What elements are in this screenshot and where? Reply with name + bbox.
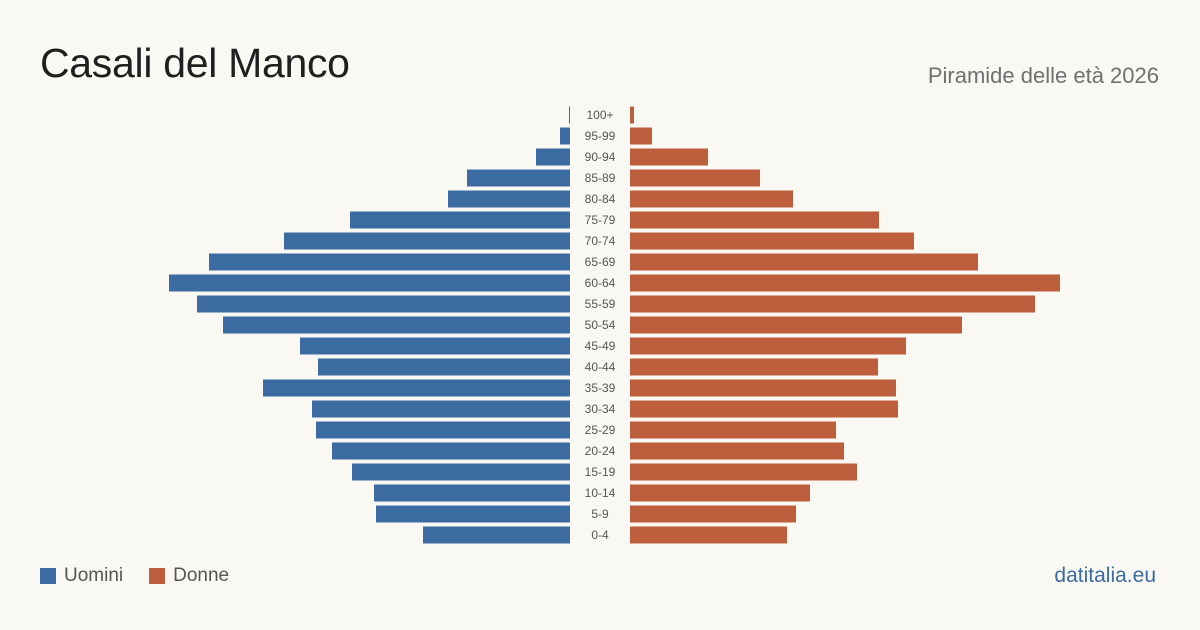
- age-group-label: 70-74: [585, 234, 616, 248]
- bar-women-0-4: [630, 526, 787, 544]
- bar-women-10-14: [630, 484, 810, 502]
- bar-men-85-89: [467, 169, 570, 187]
- bar-men-25-29: [316, 421, 570, 439]
- age-group-label: 95-99: [585, 129, 616, 143]
- age-group-label: 65-69: [585, 255, 616, 269]
- chart-legend: Uomini Donne: [40, 565, 255, 587]
- bar-men-80-84: [448, 190, 570, 208]
- source-link[interactable]: datitalia.eu: [1054, 564, 1156, 587]
- bar-men-0-4: [423, 526, 570, 544]
- legend-item-women: Donne: [149, 565, 229, 587]
- age-group-label: 5-9: [591, 507, 609, 521]
- age-group-label: 80-84: [585, 192, 616, 206]
- bar-women-100plus: [630, 106, 634, 124]
- bar-women-40-44: [630, 358, 878, 376]
- bar-men-55-59: [197, 295, 570, 313]
- bar-men-10-14: [374, 484, 570, 502]
- bar-women-95-99: [630, 127, 652, 145]
- bar-men-90-94: [536, 148, 570, 166]
- age-group-label: 60-64: [585, 276, 616, 290]
- bar-men-60-64: [169, 274, 570, 292]
- age-group-label: 55-59: [585, 297, 616, 311]
- bar-women-55-59: [630, 295, 1035, 313]
- page-title: Casali del Manco: [40, 40, 350, 86]
- age-group-label: 90-94: [585, 150, 616, 164]
- bar-women-30-34: [630, 400, 898, 418]
- bar-men-40-44: [318, 358, 570, 376]
- age-group-label: 30-34: [585, 402, 616, 416]
- bar-men-35-39: [263, 379, 570, 397]
- legend-swatch-women: [149, 568, 166, 584]
- bar-women-35-39: [630, 379, 896, 397]
- bar-men-70-74: [284, 232, 570, 250]
- bar-men-30-34: [312, 400, 570, 418]
- bar-women-70-74: [630, 232, 914, 250]
- bar-women-80-84: [630, 190, 793, 208]
- age-group-label: 25-29: [585, 423, 616, 437]
- bar-men-95-99: [560, 127, 570, 145]
- bar-women-50-54: [630, 316, 962, 334]
- chart-subtitle: Piramide delle età 2026: [927, 63, 1159, 88]
- age-group-label: 15-19: [585, 465, 616, 479]
- bar-women-60-64: [630, 274, 1060, 292]
- legend-label-men: Uomini: [64, 565, 124, 586]
- bar-women-25-29: [630, 421, 836, 439]
- bar-men-100plus: [569, 106, 570, 124]
- bar-men-50-54: [223, 316, 570, 334]
- age-group-label: 20-24: [585, 444, 616, 458]
- bar-men-75-79: [350, 211, 570, 229]
- age-group-label: 40-44: [585, 360, 616, 374]
- bar-women-5-9: [630, 505, 796, 523]
- age-group-label: 50-54: [585, 318, 616, 332]
- bar-men-20-24: [332, 442, 570, 460]
- bar-women-15-19: [630, 463, 857, 481]
- bar-women-75-79: [630, 211, 879, 229]
- bar-women-65-69: [630, 253, 978, 271]
- bar-men-45-49: [300, 337, 570, 355]
- bar-women-85-89: [630, 169, 760, 187]
- legend-item-men: Uomini: [40, 565, 123, 587]
- legend-label-women: Donne: [173, 565, 230, 586]
- age-group-label: 10-14: [585, 486, 616, 500]
- age-group-label: 35-39: [585, 381, 616, 395]
- bar-women-45-49: [630, 337, 906, 355]
- bar-men-5-9: [376, 505, 570, 523]
- bar-women-20-24: [630, 442, 844, 460]
- age-group-label: 75-79: [585, 213, 616, 227]
- age-group-label: 0-4: [591, 528, 609, 542]
- legend-swatch-men: [40, 568, 56, 584]
- bar-men-15-19: [352, 463, 570, 481]
- age-group-label: 45-49: [585, 339, 616, 353]
- bar-women-90-94: [630, 148, 708, 166]
- bar-men-65-69: [209, 253, 570, 271]
- age-group-label: 100+: [586, 108, 613, 122]
- age-group-label: 85-89: [585, 171, 616, 185]
